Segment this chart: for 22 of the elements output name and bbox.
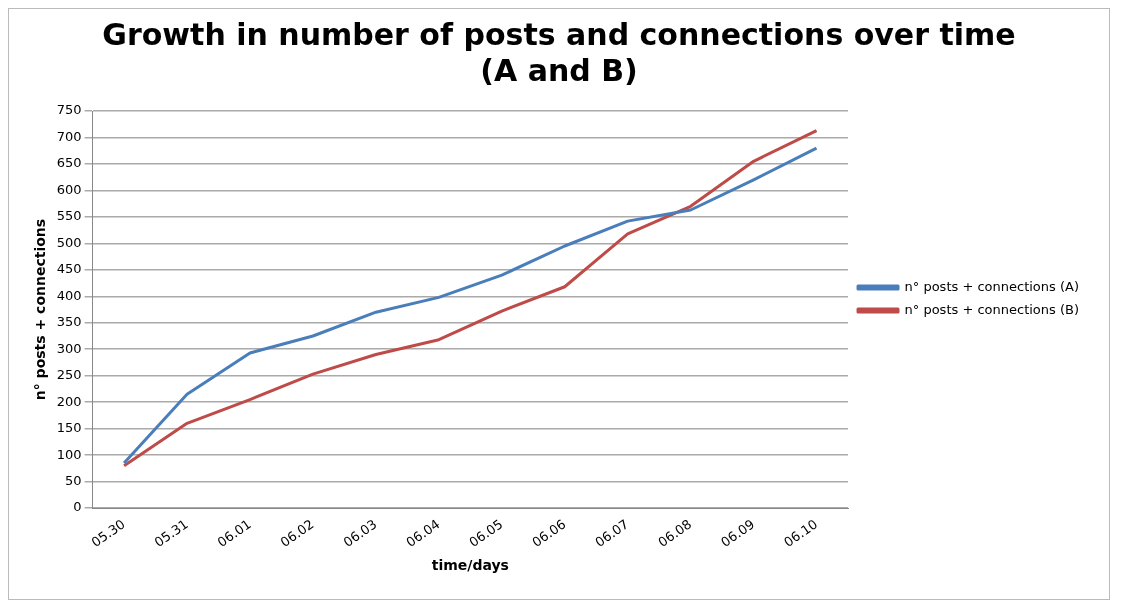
- y-tick-label: 50: [65, 472, 82, 488]
- y-tick-label: 600: [56, 181, 82, 197]
- y-tick-label: 750: [56, 102, 82, 118]
- y-tick-label: 250: [56, 367, 82, 383]
- y-axis-title: n° posts + connections: [32, 218, 49, 401]
- y-tick-label: 300: [56, 340, 82, 356]
- y-tick-label: 550: [56, 208, 82, 224]
- y-tick-label: 400: [56, 287, 82, 303]
- y-tick-label: 0: [73, 499, 82, 515]
- y-tick-label: 450: [56, 261, 82, 277]
- y-tick-label: 200: [56, 393, 82, 409]
- y-tick-label: 100: [56, 446, 82, 462]
- y-tick-label: 150: [56, 420, 82, 436]
- y-tick-label: 650: [56, 155, 82, 171]
- y-tick-label: 350: [56, 314, 82, 330]
- text: Growth in number of posts and connections over time: [102, 16, 1016, 52]
- y-tick-label: 500: [56, 234, 82, 250]
- y-tick-label: 700: [56, 128, 82, 144]
- legend-label: n° posts + connections (B): [904, 301, 1080, 317]
- text: (A and B): [480, 52, 638, 88]
- x-axis-title: time/days: [431, 557, 509, 574]
- legend-label: n° posts + connections (A): [904, 278, 1079, 294]
